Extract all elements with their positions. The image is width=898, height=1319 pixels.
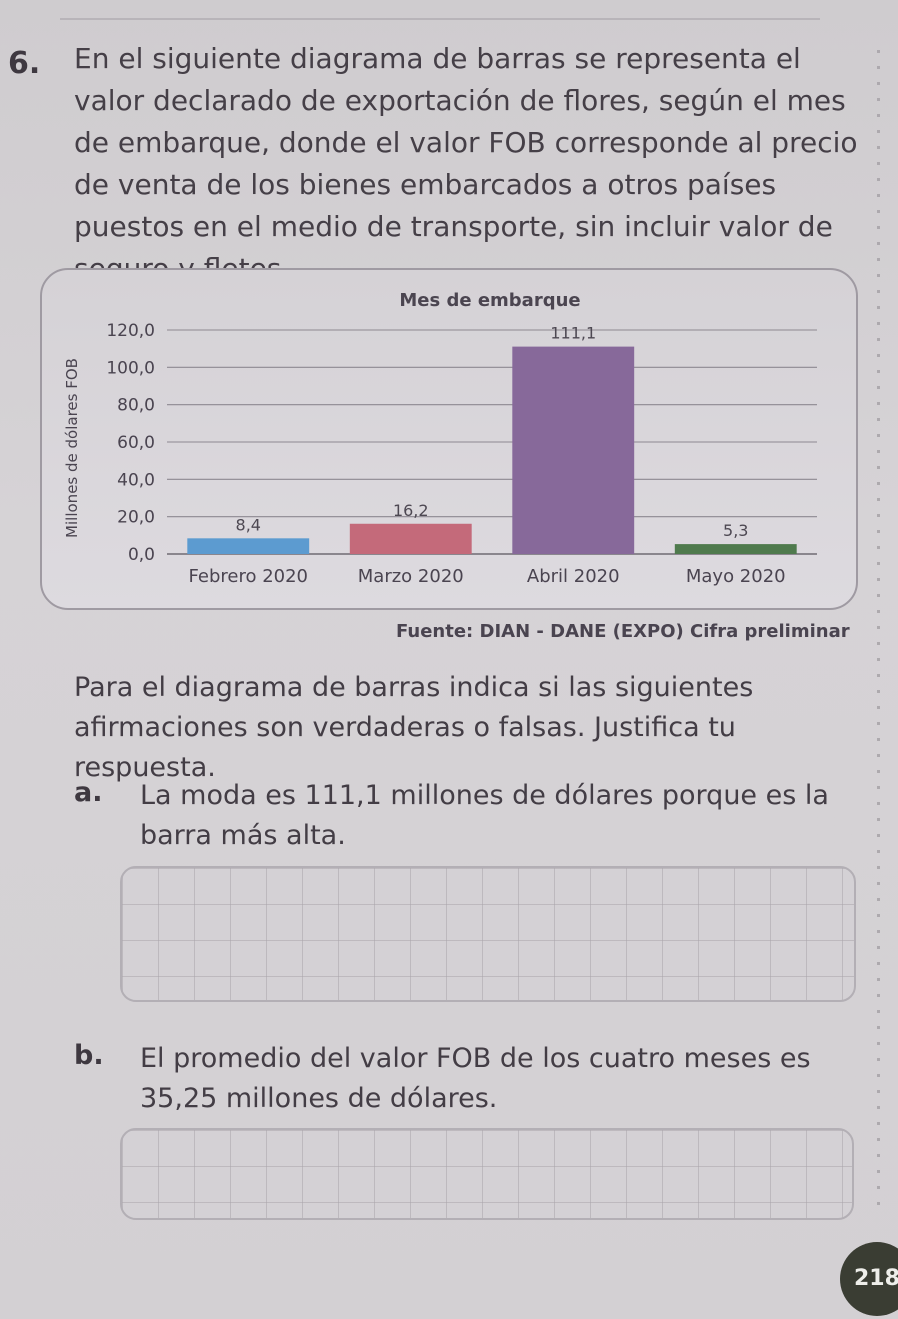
bar-value-labels: 8,4 16,2 111,1 5,3 <box>236 324 749 540</box>
bar-value-label: 8,4 <box>236 515 261 534</box>
y-tick-label: 0,0 <box>128 545 155 565</box>
y-tick-label: 120,0 <box>106 321 155 341</box>
x-category-label: Febrero 2020 <box>189 566 309 587</box>
page-number-badge: 218 <box>840 1242 898 1316</box>
previous-content-edge <box>60 0 820 20</box>
y-tick-labels: 0,0 20,0 40,0 60,0 80,0 100,0 120,0 <box>106 321 155 565</box>
bar-chart: Mes de embarque Millones de dólares FOB … <box>63 290 817 587</box>
instructions: Para el diagrama de barras indica si las… <box>74 672 754 783</box>
y-tick-label: 20,0 <box>117 508 155 528</box>
chart-source: Fuente: DIAN - DANE (EXPO) Cifra prelimi… <box>396 621 850 642</box>
y-axis-label: Millones de dólares FOB <box>63 358 81 538</box>
x-category-labels: Febrero 2020 Marzo 2020 Abril 2020 Mayo 202… <box>189 566 786 587</box>
item-b-text: El promedio del valor FOB de los cuatro … <box>140 1043 811 1114</box>
item-a-letter: a. <box>74 777 103 808</box>
bar-value-label: 5,3 <box>723 521 748 540</box>
bar-chart-card: Mes de embarque Millones de dólares FOB … <box>40 268 858 610</box>
bar-value-label: 16,2 <box>393 501 429 520</box>
x-category-label: Marzo 2020 <box>358 566 464 587</box>
problem-number: 6. <box>8 46 41 81</box>
bar <box>674 544 797 554</box>
bar <box>349 523 472 554</box>
gridlines <box>167 329 817 555</box>
chart-title: Mes de embarque <box>399 290 580 311</box>
bar <box>187 538 310 554</box>
bars <box>187 346 797 554</box>
item-a-text: La moda es 111,1 millones de dólares por… <box>140 780 829 851</box>
notebook-binding-holes <box>877 50 880 1210</box>
bar <box>512 346 635 554</box>
bar-value-label: 111,1 <box>550 324 596 343</box>
problem-statement: En el siguiente diagrama de barras se re… <box>74 42 858 285</box>
y-tick-label: 100,0 <box>106 358 155 378</box>
y-tick-label: 80,0 <box>117 396 155 416</box>
y-tick-label: 60,0 <box>117 433 155 453</box>
x-category-label: Abril 2020 <box>527 566 620 587</box>
y-tick-label: 40,0 <box>117 470 155 490</box>
item-b-letter: b. <box>74 1040 104 1071</box>
answer-box-b[interactable] <box>120 1128 854 1220</box>
answer-box-a[interactable] <box>120 866 856 1002</box>
x-category-label: Mayo 2020 <box>686 566 786 587</box>
